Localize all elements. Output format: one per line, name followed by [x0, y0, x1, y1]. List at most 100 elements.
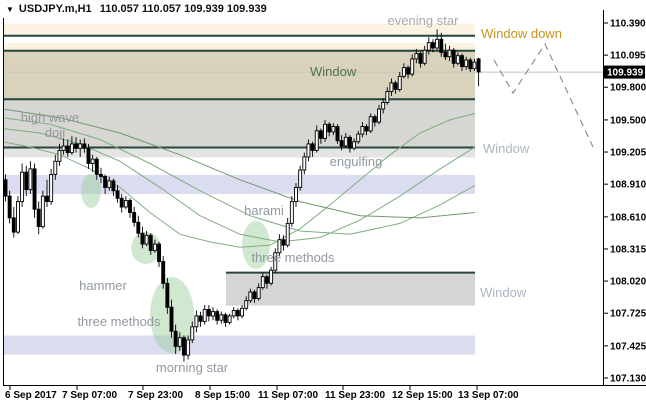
candle-body-bull: [16, 201, 20, 233]
pattern-label-evening-star: evening star: [388, 13, 459, 28]
candle: [414, 49, 419, 64]
symbol-dropdown-icon[interactable]: ▼: [6, 4, 14, 14]
candle-body-bull: [294, 186, 298, 203]
y-axis-tick-label: 108.910: [610, 180, 646, 191]
candle-body-bull: [107, 180, 112, 188]
candle: [53, 154, 58, 180]
pattern-label-engulfing: engulfing: [330, 154, 383, 169]
candle: [231, 307, 236, 319]
candle-body-bear: [431, 42, 435, 49]
candle: [206, 305, 211, 322]
candle: [447, 45, 452, 62]
candle: [352, 138, 357, 151]
candle-body-bear: [418, 53, 423, 64]
x-axis-tick-label: 7 Sep 23:00: [128, 390, 183, 401]
candle: [372, 114, 377, 127]
candle: [61, 138, 66, 155]
candle-body-bull: [360, 126, 365, 135]
candle-body-bear: [372, 116, 377, 123]
candle: [385, 87, 390, 105]
candle: [128, 198, 132, 218]
y-axis-tick-label: 108.610: [610, 212, 646, 223]
candle-body-bull: [472, 61, 477, 70]
pattern-label-high-wave: high wave: [21, 110, 80, 125]
y-axis-tick-label: 109.205: [610, 148, 646, 159]
candle-body-bear: [82, 143, 87, 149]
candle-body-bull: [152, 243, 157, 252]
candle-body-bear: [161, 261, 166, 284]
pattern-label-Window: Window: [483, 141, 530, 156]
candle-body-bull: [61, 145, 66, 151]
candle-body-bull: [219, 314, 224, 321]
ma-slowest-line: [2, 108, 476, 219]
candle-body-bull: [40, 195, 45, 228]
candle-body-bull: [385, 91, 390, 103]
candle-body-bull: [244, 300, 249, 309]
candle-body-bear: [128, 200, 132, 213]
candle-body-bull: [273, 252, 278, 271]
candle: [49, 168, 54, 205]
candle-body-bear: [173, 330, 178, 347]
candle: [98, 167, 103, 184]
candle-body-bear: [45, 195, 49, 202]
candle-body-bear: [132, 212, 137, 223]
y-axis-tick-label: 110.095: [610, 51, 646, 62]
ma-fast-line: [2, 112, 476, 248]
candle: [198, 311, 203, 327]
candle: [11, 207, 16, 238]
candle-body-bear: [86, 147, 91, 164]
candle: [281, 235, 286, 251]
candle-body-bull: [269, 269, 274, 284]
candle-body-bear: [310, 143, 315, 151]
candle: [451, 48, 456, 68]
candle: [119, 194, 124, 213]
candle-body-bear: [111, 180, 116, 192]
price-axis[interactable]: 110.390 110.095 109.800 109.500 109.205 108.9…: [604, 19, 646, 385]
candle-body-bull: [414, 53, 419, 60]
zone-lavender-upper: [3, 174, 475, 194]
y-axis-tick-label: 107.130: [610, 374, 646, 385]
candle-body-bear: [36, 208, 41, 228]
candle: [24, 165, 29, 197]
candle-body-bear: [468, 59, 473, 70]
candle: [132, 207, 137, 227]
time-axis[interactable]: 6 Sep 2017 7 Sep 07:00 7 Sep 23:00 8 Sep 15…: [5, 386, 519, 401]
candle: [335, 124, 340, 144]
candle: [318, 128, 323, 144]
candle: [273, 248, 278, 273]
candle: [323, 119, 327, 142]
candle: [285, 217, 290, 248]
candle: [460, 53, 464, 71]
candle: [410, 54, 415, 77]
candle: [148, 233, 153, 255]
candle-body-bear: [103, 176, 108, 188]
candle-body-bull: [331, 126, 336, 133]
candle: [348, 135, 352, 153]
candle-body-bull: [231, 310, 236, 317]
candle: [107, 176, 112, 191]
candle-body-bull: [90, 158, 95, 164]
candle-body-bull: [277, 239, 282, 254]
candle: [94, 156, 99, 180]
candle-body-bear: [198, 315, 203, 322]
candle-body-bull: [78, 143, 83, 149]
candle: [32, 163, 37, 218]
candle: [472, 58, 477, 71]
zone-window-resistance: [3, 50, 475, 100]
pattern-label-Window-down: Window down: [481, 26, 562, 41]
candle-body-bear: [136, 221, 141, 234]
candle: [57, 143, 62, 166]
y-axis-tick-label: 109.800: [610, 83, 646, 94]
forecast-zigzag: [493, 42, 594, 148]
candle-body-bull: [186, 339, 191, 356]
candle-body-bear: [119, 197, 124, 208]
candle: [360, 122, 365, 138]
candle-body-bull: [435, 38, 440, 49]
annotations-layer: evening star Window down Window high wavedo…: [21, 13, 562, 375]
y-axis-tick-label: 108.315: [610, 245, 646, 256]
candle: [240, 305, 245, 319]
candle-body-bull: [28, 168, 33, 191]
candle: [123, 196, 128, 210]
candle-body-bull: [306, 143, 311, 158]
